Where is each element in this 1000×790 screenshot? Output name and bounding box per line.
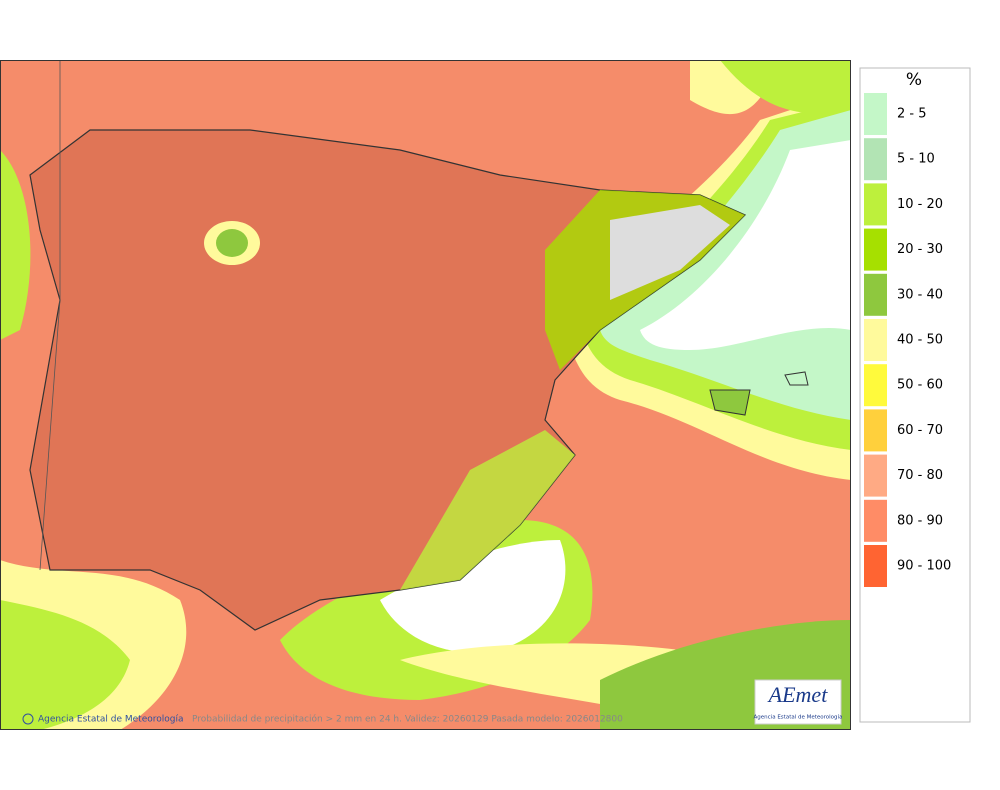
legend-swatch	[864, 364, 887, 407]
logo-box	[754, 679, 842, 725]
legend-label: 40 - 50	[897, 333, 943, 348]
legend-swatch	[864, 409, 887, 452]
legend-swatch	[864, 138, 887, 181]
legend-label: 2 - 5	[897, 107, 927, 122]
logo-subtitle: Agencia Estatal de Meteorología	[754, 714, 843, 721]
legend-label: 90 - 100	[897, 559, 951, 574]
legend-label: 50 - 60	[897, 378, 943, 393]
copyright-icon	[22, 713, 34, 725]
legend-swatch	[864, 228, 887, 271]
caption: Probabilidad de precipitación > 2 mm en …	[192, 714, 623, 725]
legend-swatch	[864, 499, 887, 542]
legend-swatch	[864, 545, 887, 587]
legend-label: 60 - 70	[897, 423, 943, 438]
map-frame	[0, 60, 851, 730]
legend-label: 30 - 40	[897, 287, 943, 302]
map	[0, 60, 851, 730]
legend-label: 70 - 80	[897, 468, 943, 483]
legend-swatch	[864, 93, 887, 135]
legend-swatch	[864, 183, 887, 226]
legend-swatch	[864, 319, 887, 361]
legend-label: 80 - 90	[897, 513, 943, 528]
logo: AEmet	[767, 682, 829, 707]
legend-title: %	[906, 70, 922, 90]
legend-swatch	[864, 273, 887, 316]
legend-label: 5 - 10	[897, 152, 935, 167]
legend-label: 10 - 20	[897, 197, 943, 212]
legend: 2 - 5 5 - 10 10 - 20 20 - 30 30 - 40 40 - 50 5…	[864, 93, 951, 587]
legend-swatch	[864, 454, 887, 497]
credit: Agencia Estatal de Meteorología	[38, 715, 184, 725]
legend-label: 20 - 30	[897, 242, 943, 257]
